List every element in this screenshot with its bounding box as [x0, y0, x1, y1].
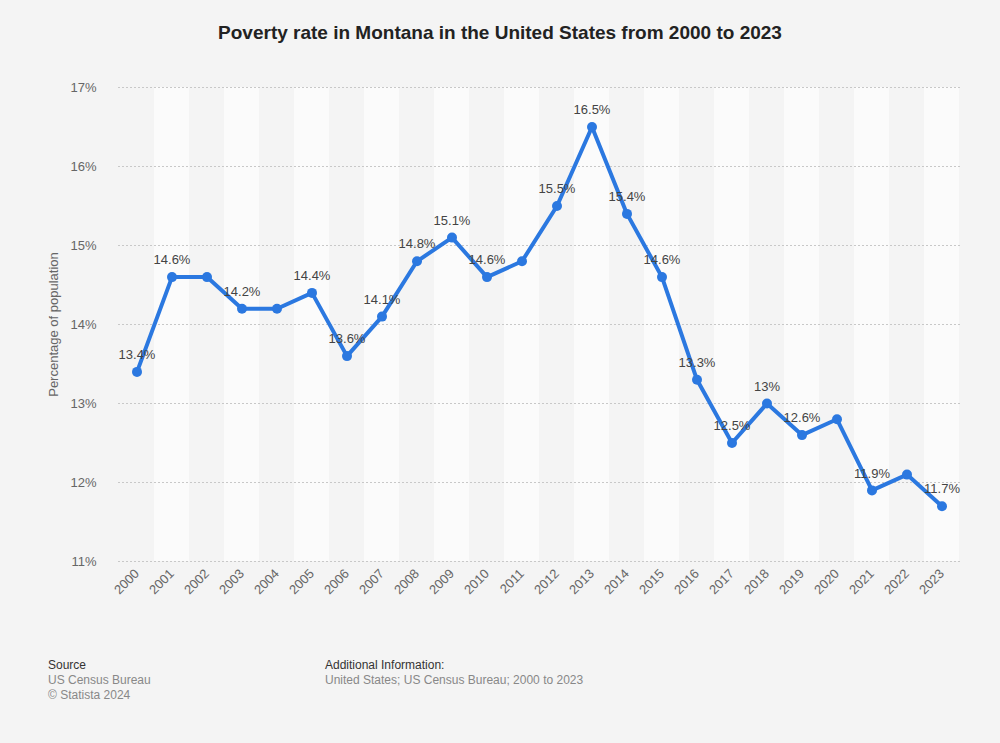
- svg-text:2019: 2019: [776, 566, 807, 597]
- svg-text:16.5%: 16.5%: [574, 102, 611, 117]
- svg-text:15.4%: 15.4%: [609, 189, 646, 204]
- svg-text:2012: 2012: [531, 566, 562, 597]
- svg-text:2014: 2014: [601, 566, 632, 597]
- svg-text:2008: 2008: [391, 566, 422, 597]
- svg-text:13.4%: 13.4%: [119, 347, 156, 362]
- svg-text:Percentage of population: Percentage of population: [46, 252, 61, 397]
- html-text:Additional Information:: Additional Information:: [325, 658, 445, 672]
- svg-text:2021: 2021: [846, 566, 877, 597]
- svg-text:14%: 14%: [70, 317, 96, 332]
- html-text:US Census Bureau: US Census Bureau: [48, 673, 151, 687]
- svg-text:12.5%: 12.5%: [714, 418, 751, 433]
- svg-text:13%: 13%: [70, 396, 96, 411]
- svg-text:12.6%: 12.6%: [784, 410, 821, 425]
- svg-text:14.6%: 14.6%: [154, 252, 191, 267]
- svg-text:16%: 16%: [70, 159, 96, 174]
- svg-text:11.9%: 11.9%: [854, 466, 890, 481]
- svg-text:14.8%: 14.8%: [399, 236, 436, 251]
- html-text:© Statista 2024: © Statista 2024: [48, 688, 131, 702]
- svg-text:2015: 2015: [636, 566, 667, 597]
- svg-text:2000: 2000: [111, 566, 142, 597]
- svg-text:2013: 2013: [566, 566, 597, 597]
- svg-text:12%: 12%: [70, 475, 96, 490]
- svg-text:15.5%: 15.5%: [539, 181, 576, 196]
- svg-text:15%: 15%: [70, 238, 96, 253]
- svg-text:13.6%: 13.6%: [329, 331, 366, 346]
- svg-text:2011: 2011: [497, 566, 527, 596]
- svg-text:2022: 2022: [881, 566, 912, 597]
- svg-text:2004: 2004: [251, 566, 282, 597]
- svg-text:14.4%: 14.4%: [294, 268, 331, 283]
- svg-text:11.7%: 11.7%: [924, 481, 960, 496]
- svg-text:14.6%: 14.6%: [469, 252, 506, 267]
- svg-text:2023: 2023: [916, 566, 947, 597]
- svg-text:2007: 2007: [356, 566, 387, 597]
- svg-text:11%: 11%: [71, 554, 96, 569]
- svg-text:17%: 17%: [70, 80, 96, 95]
- svg-text:2001: 2001: [146, 566, 177, 597]
- svg-text:2005: 2005: [286, 566, 317, 597]
- svg-text:2018: 2018: [741, 566, 772, 597]
- svg-text:2003: 2003: [216, 566, 247, 597]
- svg-text:2009: 2009: [426, 566, 457, 597]
- html-text:Poverty rate in Montana in the: Poverty rate in Montana in the United St…: [218, 22, 782, 43]
- svg-text:2010: 2010: [461, 566, 492, 597]
- svg-text:2006: 2006: [321, 566, 352, 597]
- html-text:United States; US Census Burea: United States; US Census Bureau; 2000 to…: [325, 673, 584, 687]
- svg-text:2002: 2002: [181, 566, 212, 597]
- svg-text:15.1%: 15.1%: [434, 213, 471, 228]
- svg-text:14.2%: 14.2%: [224, 284, 261, 299]
- html-text:Source: Source: [48, 658, 86, 672]
- svg-text:2016: 2016: [671, 566, 702, 597]
- svg-text:2020: 2020: [811, 566, 842, 597]
- svg-text:14.6%: 14.6%: [644, 252, 681, 267]
- svg-text:14.1%: 14.1%: [364, 292, 401, 307]
- svg-text:2017: 2017: [706, 566, 737, 597]
- svg-text:13%: 13%: [754, 379, 780, 394]
- svg-text:13.3%: 13.3%: [679, 355, 716, 370]
